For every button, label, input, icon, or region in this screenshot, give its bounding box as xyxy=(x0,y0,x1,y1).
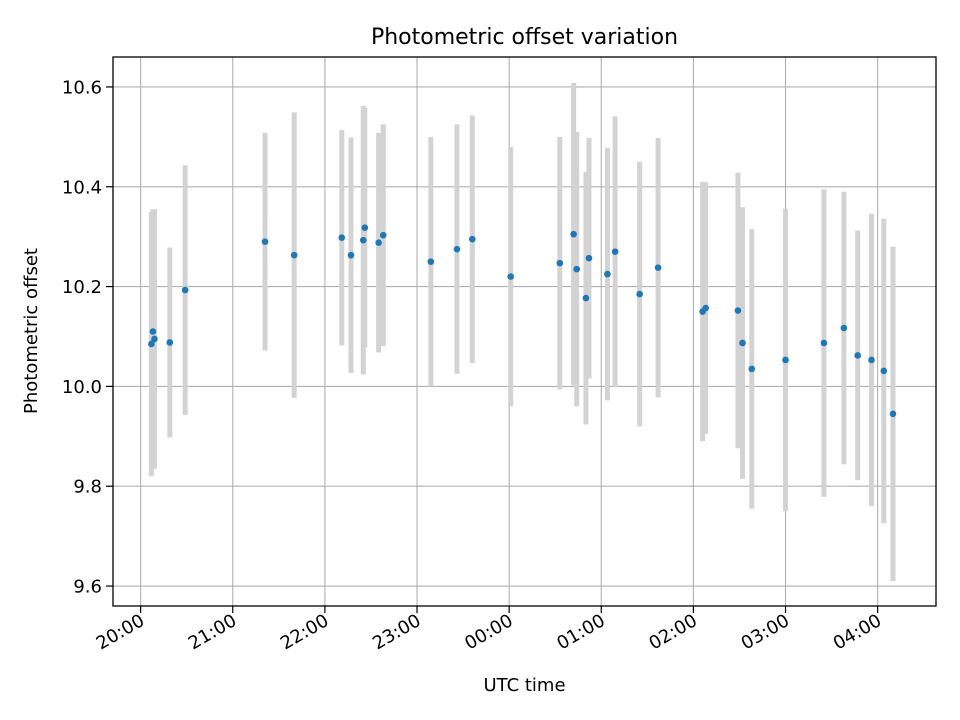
data-point xyxy=(261,238,269,245)
x-axis-label: UTC time xyxy=(483,675,565,696)
data-point xyxy=(338,234,346,241)
data-point xyxy=(734,307,742,314)
data-point xyxy=(782,356,789,364)
data-point xyxy=(702,304,709,312)
data-point xyxy=(854,352,861,359)
data-point xyxy=(347,251,355,259)
data-point xyxy=(585,254,593,262)
data-point xyxy=(573,265,581,273)
data-point xyxy=(739,339,746,347)
data-point xyxy=(880,367,888,375)
data-point xyxy=(149,328,157,335)
y-tick-label: 10.4 xyxy=(62,177,102,198)
data-point xyxy=(468,235,476,243)
data-point xyxy=(868,356,875,364)
data-point xyxy=(507,273,514,280)
data-point xyxy=(582,294,590,302)
data-point xyxy=(840,324,848,332)
data-point xyxy=(375,239,382,246)
data-point xyxy=(359,236,367,244)
data-point xyxy=(166,339,174,346)
data-point xyxy=(889,410,897,418)
data-point xyxy=(453,245,461,253)
data-point xyxy=(748,365,756,373)
data-point xyxy=(570,230,577,238)
data-point xyxy=(611,248,619,255)
data-point xyxy=(556,259,564,267)
y-tick-label: 9.6 xyxy=(73,577,102,598)
data-point xyxy=(290,251,298,259)
data-point xyxy=(361,224,369,231)
y-axis: 9.6 9.8 10.0 10.2 10.4 10.6 xyxy=(62,77,113,598)
y-tick-label: 10.6 xyxy=(62,77,102,98)
data-point xyxy=(604,270,611,278)
y-tick-label: 9.8 xyxy=(73,477,102,498)
data-point xyxy=(181,286,189,294)
data-point xyxy=(654,264,662,271)
data-point xyxy=(151,335,158,343)
data-point xyxy=(820,339,828,347)
data-point xyxy=(427,258,435,265)
y-tick-label: 10.0 xyxy=(62,377,102,398)
y-tick-label: 10.2 xyxy=(62,277,102,298)
data-point xyxy=(636,290,643,298)
plot-frame xyxy=(112,56,937,607)
y-axis-label: Photometric offset xyxy=(21,248,42,414)
data-point xyxy=(148,340,155,348)
data-point xyxy=(379,231,387,239)
data-points xyxy=(148,224,897,418)
chart-title: Photometric offset variation xyxy=(371,25,678,50)
